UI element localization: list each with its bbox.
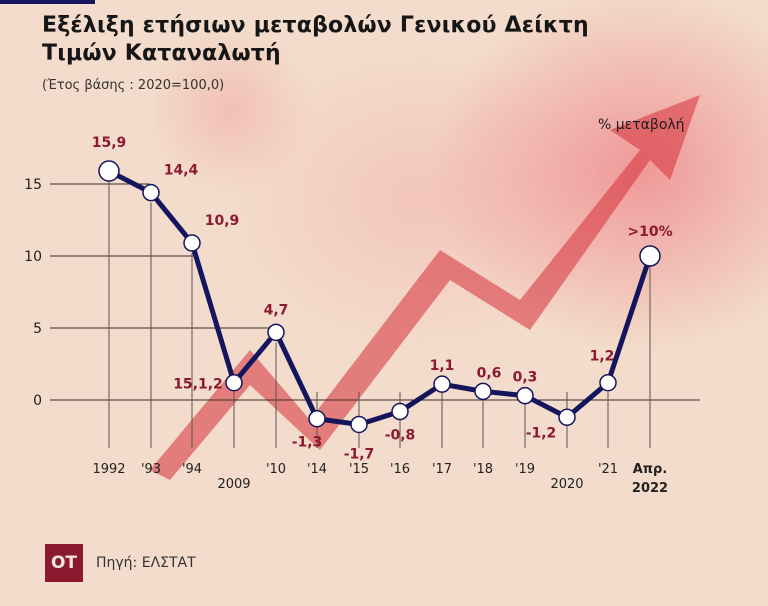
- data-point: [516, 386, 534, 405]
- x-tick-label: '17: [432, 462, 452, 477]
- x-tick-label: '16: [390, 462, 410, 477]
- chart-subtitle: (Έτος βάσης : 2020=100,0): [42, 78, 225, 93]
- x-tick-label: '93: [141, 462, 161, 477]
- y-axis-labels: 0 5 10 15: [24, 177, 42, 409]
- data-label: >10%: [627, 224, 672, 240]
- grid-lines: [50, 181, 700, 448]
- data-point: [183, 234, 201, 252]
- data-label: 0,6: [477, 365, 502, 381]
- x-tick-label: Απρ.: [633, 462, 668, 477]
- y-tick-label: 0: [33, 393, 42, 409]
- data-label: -0,8: [385, 428, 416, 444]
- source-note: Πηγή: ΕΛΣΤΑΤ: [96, 555, 196, 571]
- data-label: 1,1: [430, 358, 455, 374]
- data-label: 0,3: [513, 370, 538, 386]
- data-label: 15,1,2: [173, 377, 223, 393]
- data-label: 10,9: [205, 213, 240, 229]
- data-label: -1,2: [526, 425, 557, 441]
- chart-title: Εξέλιξη ετήσιων μεταβολών Γενικού Δείκτη…: [42, 12, 742, 68]
- publisher-logo: ΟΤ: [45, 544, 83, 582]
- data-point: [558, 408, 576, 427]
- data-label: -1,3: [292, 435, 323, 451]
- x-tick-label: '15: [349, 462, 369, 477]
- x-tick-label: '10: [266, 462, 286, 477]
- data-labels: 15,9 14,4 10,9 15,1,2 4,7 -1,3 -1,7 -0,8 1,1 0,6 0…: [92, 135, 673, 462]
- x-tick-label: '21: [598, 462, 618, 477]
- x-tick-label: 2022: [632, 481, 668, 496]
- data-point: [391, 402, 409, 421]
- y-tick-label: 15: [24, 177, 42, 193]
- y-tick-label: 10: [24, 249, 42, 265]
- title-line-2: Τιμών Καταναλωτή: [42, 41, 281, 66]
- data-point: [225, 373, 243, 392]
- legend-label: % μεταβολή: [598, 117, 685, 133]
- y-tick-label: 5: [33, 321, 42, 337]
- data-point: [599, 373, 617, 392]
- data-point: [350, 415, 368, 434]
- data-label: 4,7: [264, 302, 289, 318]
- x-tick-label: 2009: [217, 477, 250, 492]
- data-label: 14,4: [164, 163, 199, 179]
- x-tick-label: '19: [515, 462, 535, 477]
- data-label: 1,2: [590, 349, 615, 365]
- data-point: [98, 160, 120, 182]
- data-point: [639, 245, 661, 267]
- data-label: 15,9: [92, 135, 127, 151]
- x-axis-labels: 1992 '93 '94 2009 '10 '14 '15 '16 '17 '18 '19 2020 '…: [92, 462, 668, 496]
- data-point: [308, 409, 326, 428]
- data-point: [433, 375, 451, 393]
- x-tick-label: '14: [307, 462, 327, 477]
- trend-arrow-decoration: [150, 95, 700, 480]
- x-tick-label: '94: [182, 462, 202, 477]
- title-line-1: Εξέλιξη ετήσιων μεταβολών Γενικού Δείκτη: [42, 13, 589, 38]
- data-point: [474, 382, 492, 401]
- accent-bar: [0, 0, 95, 4]
- data-points: [98, 160, 661, 434]
- x-tick-label: '18: [473, 462, 493, 477]
- data-point: [267, 323, 285, 342]
- data-point: [142, 183, 160, 202]
- x-tick-label: 1992: [92, 462, 125, 477]
- data-label: -1,7: [344, 446, 375, 462]
- x-tick-label: 2020: [550, 477, 583, 492]
